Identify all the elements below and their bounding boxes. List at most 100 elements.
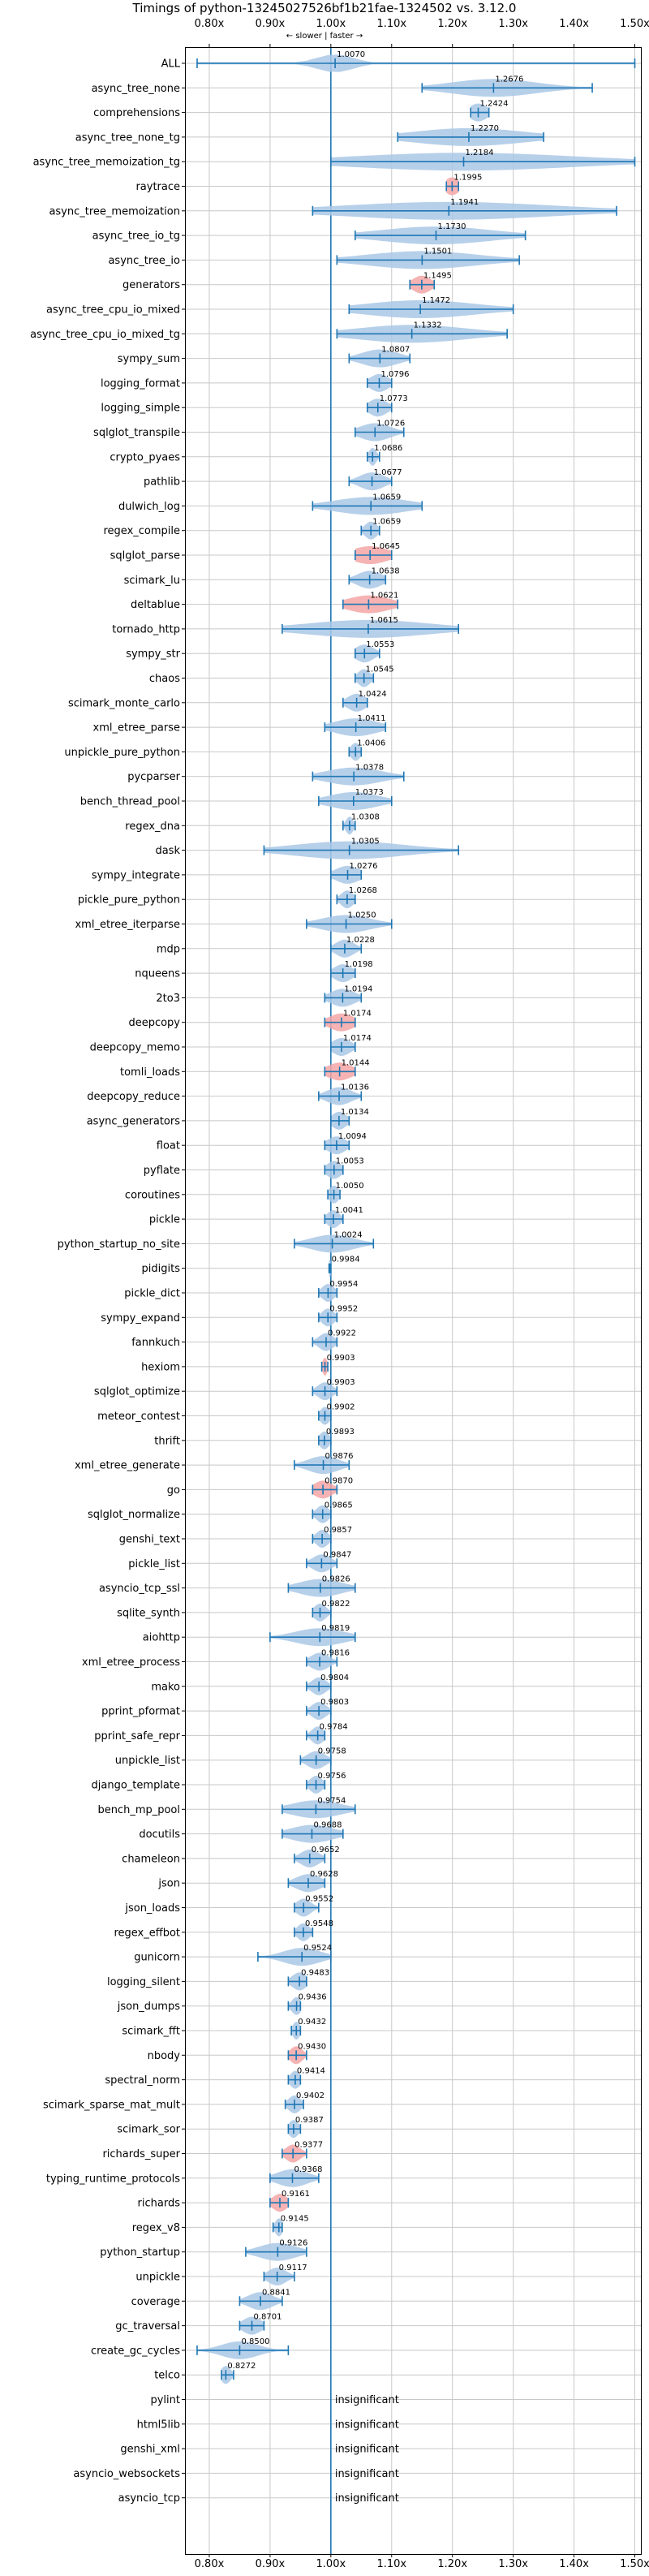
plot-frame [185,47,642,2555]
mean-value-label: 0.9893 [326,1428,355,1437]
benchmark-label: django_template [92,1780,180,1792]
benchmark-label: nqueens [135,968,180,980]
benchmark-label: json_dumps [117,2001,180,2013]
benchmark-label: async_tree_cpu_io_mixed [46,304,180,317]
mean-value-label: 1.0621 [370,592,398,601]
mean-value-label: 1.0406 [357,739,385,747]
benchmark-label: genshi_text [119,1534,180,1546]
mean-value-label: 1.0041 [335,1206,363,1215]
mean-value-label: 1.0773 [380,394,408,403]
mean-value-label: 0.9865 [324,1501,353,1510]
mean-value-label: 1.0686 [374,444,402,453]
mean-value-label: 0.9387 [295,2116,324,2125]
benchmark-label: async_tree_io_tg [92,230,180,243]
mean-value-label: 1.0308 [351,812,380,821]
mean-value-label: 0.9902 [326,1403,355,1412]
mean-value-label: 0.8272 [227,2362,256,2371]
x-tick-label: 1.00x [316,18,346,30]
mean-value-label: 0.9876 [325,1452,354,1461]
benchmark-label: async_tree_io [108,255,180,267]
x-tick-label: 1.40x [559,2558,589,2570]
mean-value-label: 0.9754 [317,1796,346,1805]
benchmark-label: unpickle_list [115,1755,180,1767]
mean-value-label: 1.0194 [344,984,372,993]
benchmark-label: dask [155,845,180,857]
benchmark-label: json_loads [124,1902,180,1915]
mean-value-label: 1.0615 [370,616,398,625]
mean-value-label: 1.1501 [423,247,452,256]
mean-value-label: 0.9756 [318,1772,346,1781]
mean-value-label: 0.9117 [279,2264,307,2272]
benchmark-label: ALL [161,58,181,71]
mean-value-label: 1.0136 [341,1083,369,1092]
x-tick-label: 1.00x [316,2558,346,2570]
benchmark-label: sympy_str [126,648,180,661]
mean-value-label: 0.9804 [320,1674,349,1682]
mean-value-label: 1.0796 [380,370,409,379]
top-axis-ticks: 0.80x 0.90x 1.00x 1.10x 1.20x 1.30x 1.40x 1.50x [195,18,649,47]
benchmark-label: deepcopy [128,1017,180,1029]
x-tick-label: 1.50x [620,2558,649,2570]
mean-value-label: 1.1472 [422,296,450,305]
mean-value-label: 1.0677 [374,468,402,477]
chart-title: Timings of python-13245027526bf1b21fae-1… [132,1,517,15]
benchmark-label: asyncio_tcp [118,2492,180,2505]
mean-value-label: 0.9126 [279,2239,307,2248]
x-tick-label: 1.20x [437,2558,467,2570]
mean-value-label: 1.0553 [366,640,394,649]
benchmark-label: asyncio_websockets [73,2468,180,2480]
benchmark-label: sympy_integrate [92,869,180,881]
benchmark-label: pickle_list [128,1558,180,1570]
mean-value-label: 0.9368 [294,2165,322,2174]
x-tick-label: 0.80x [195,2558,225,2570]
benchmark-label: dulwich_log [118,501,180,513]
benchmark-label: scimark_sor [117,2124,180,2136]
mean-value-label: 1.0411 [358,714,386,723]
benchmark-label: coverage [131,2296,180,2308]
mean-value-label: 1.0250 [348,911,376,920]
mean-value-label: 0.9552 [305,1895,333,1904]
benchmark-label: 2to3 [156,993,180,1005]
mean-value-label: 0.9652 [312,1846,340,1854]
benchmark-label: sqlglot_transpile [93,427,180,439]
mean-value-label: 0.9758 [318,1747,346,1756]
mean-value-label: 0.9922 [328,1329,356,1338]
benchmark-label: pprint_pformat [101,1706,180,1718]
mean-value-label: 0.9803 [320,1698,349,1707]
mean-value-label: 1.0276 [350,862,378,871]
mean-value-label: 1.0268 [349,886,377,895]
mean-value-label: 1.1995 [453,174,482,183]
benchmark-label: sqlglot_optimize [94,1386,180,1398]
benchmark-label: asyncio_tcp_ssl [99,1583,180,1595]
benchmark-label: json [157,1878,180,1890]
benchmark-label: regex_effbot [114,1927,180,1939]
mean-value-label: 0.9377 [294,2141,323,2150]
benchmark-label: async_tree_memoization [49,205,180,218]
benchmark-label: genshi_xml [120,2444,180,2456]
benchmark-label: sqlite_synth [117,1607,180,1619]
benchmark-label: typing_runtime_protocols [46,2173,180,2185]
x-tick-label: 1.10x [376,2558,406,2570]
mean-value-label: 0.9524 [303,1944,332,1953]
benchmark-label: telco [154,2370,180,2382]
mean-value-label: 1.2676 [495,75,523,84]
mean-value-label: 1.2424 [479,100,508,109]
benchmark-label: unpickle [135,2272,180,2284]
benchmark-label: float [157,1140,180,1152]
x-tick-label: 1.40x [559,18,589,30]
benchmark-label: regex_dna [125,821,180,833]
insignificant-label: insignificant [335,2394,399,2406]
x-tick-label: 1.30x [498,2558,528,2570]
x-tick-label: 1.30x [498,18,528,30]
benchmark-label: raytrace [135,181,180,193]
benchmark-label: fannkuch [131,1337,180,1349]
mean-value-label: 0.9857 [324,1526,352,1535]
benchmark-label: chaos [149,673,180,685]
benchmark-label: python_startup_no_site [58,1238,180,1251]
benchmark-label: scimark_fft [122,2026,180,2038]
benchmark-label: pprint_safe_repr [94,1730,180,1742]
benchmark-label: tornado_http [112,623,180,635]
benchmark-label: async_tree_none_tg [75,131,180,144]
plot-area: 1.0070 1.2676 1.2424 1.2270 1.2184 1.1995 1.19… [196,47,636,2554]
mean-value-label: 0.8701 [254,2313,282,2322]
